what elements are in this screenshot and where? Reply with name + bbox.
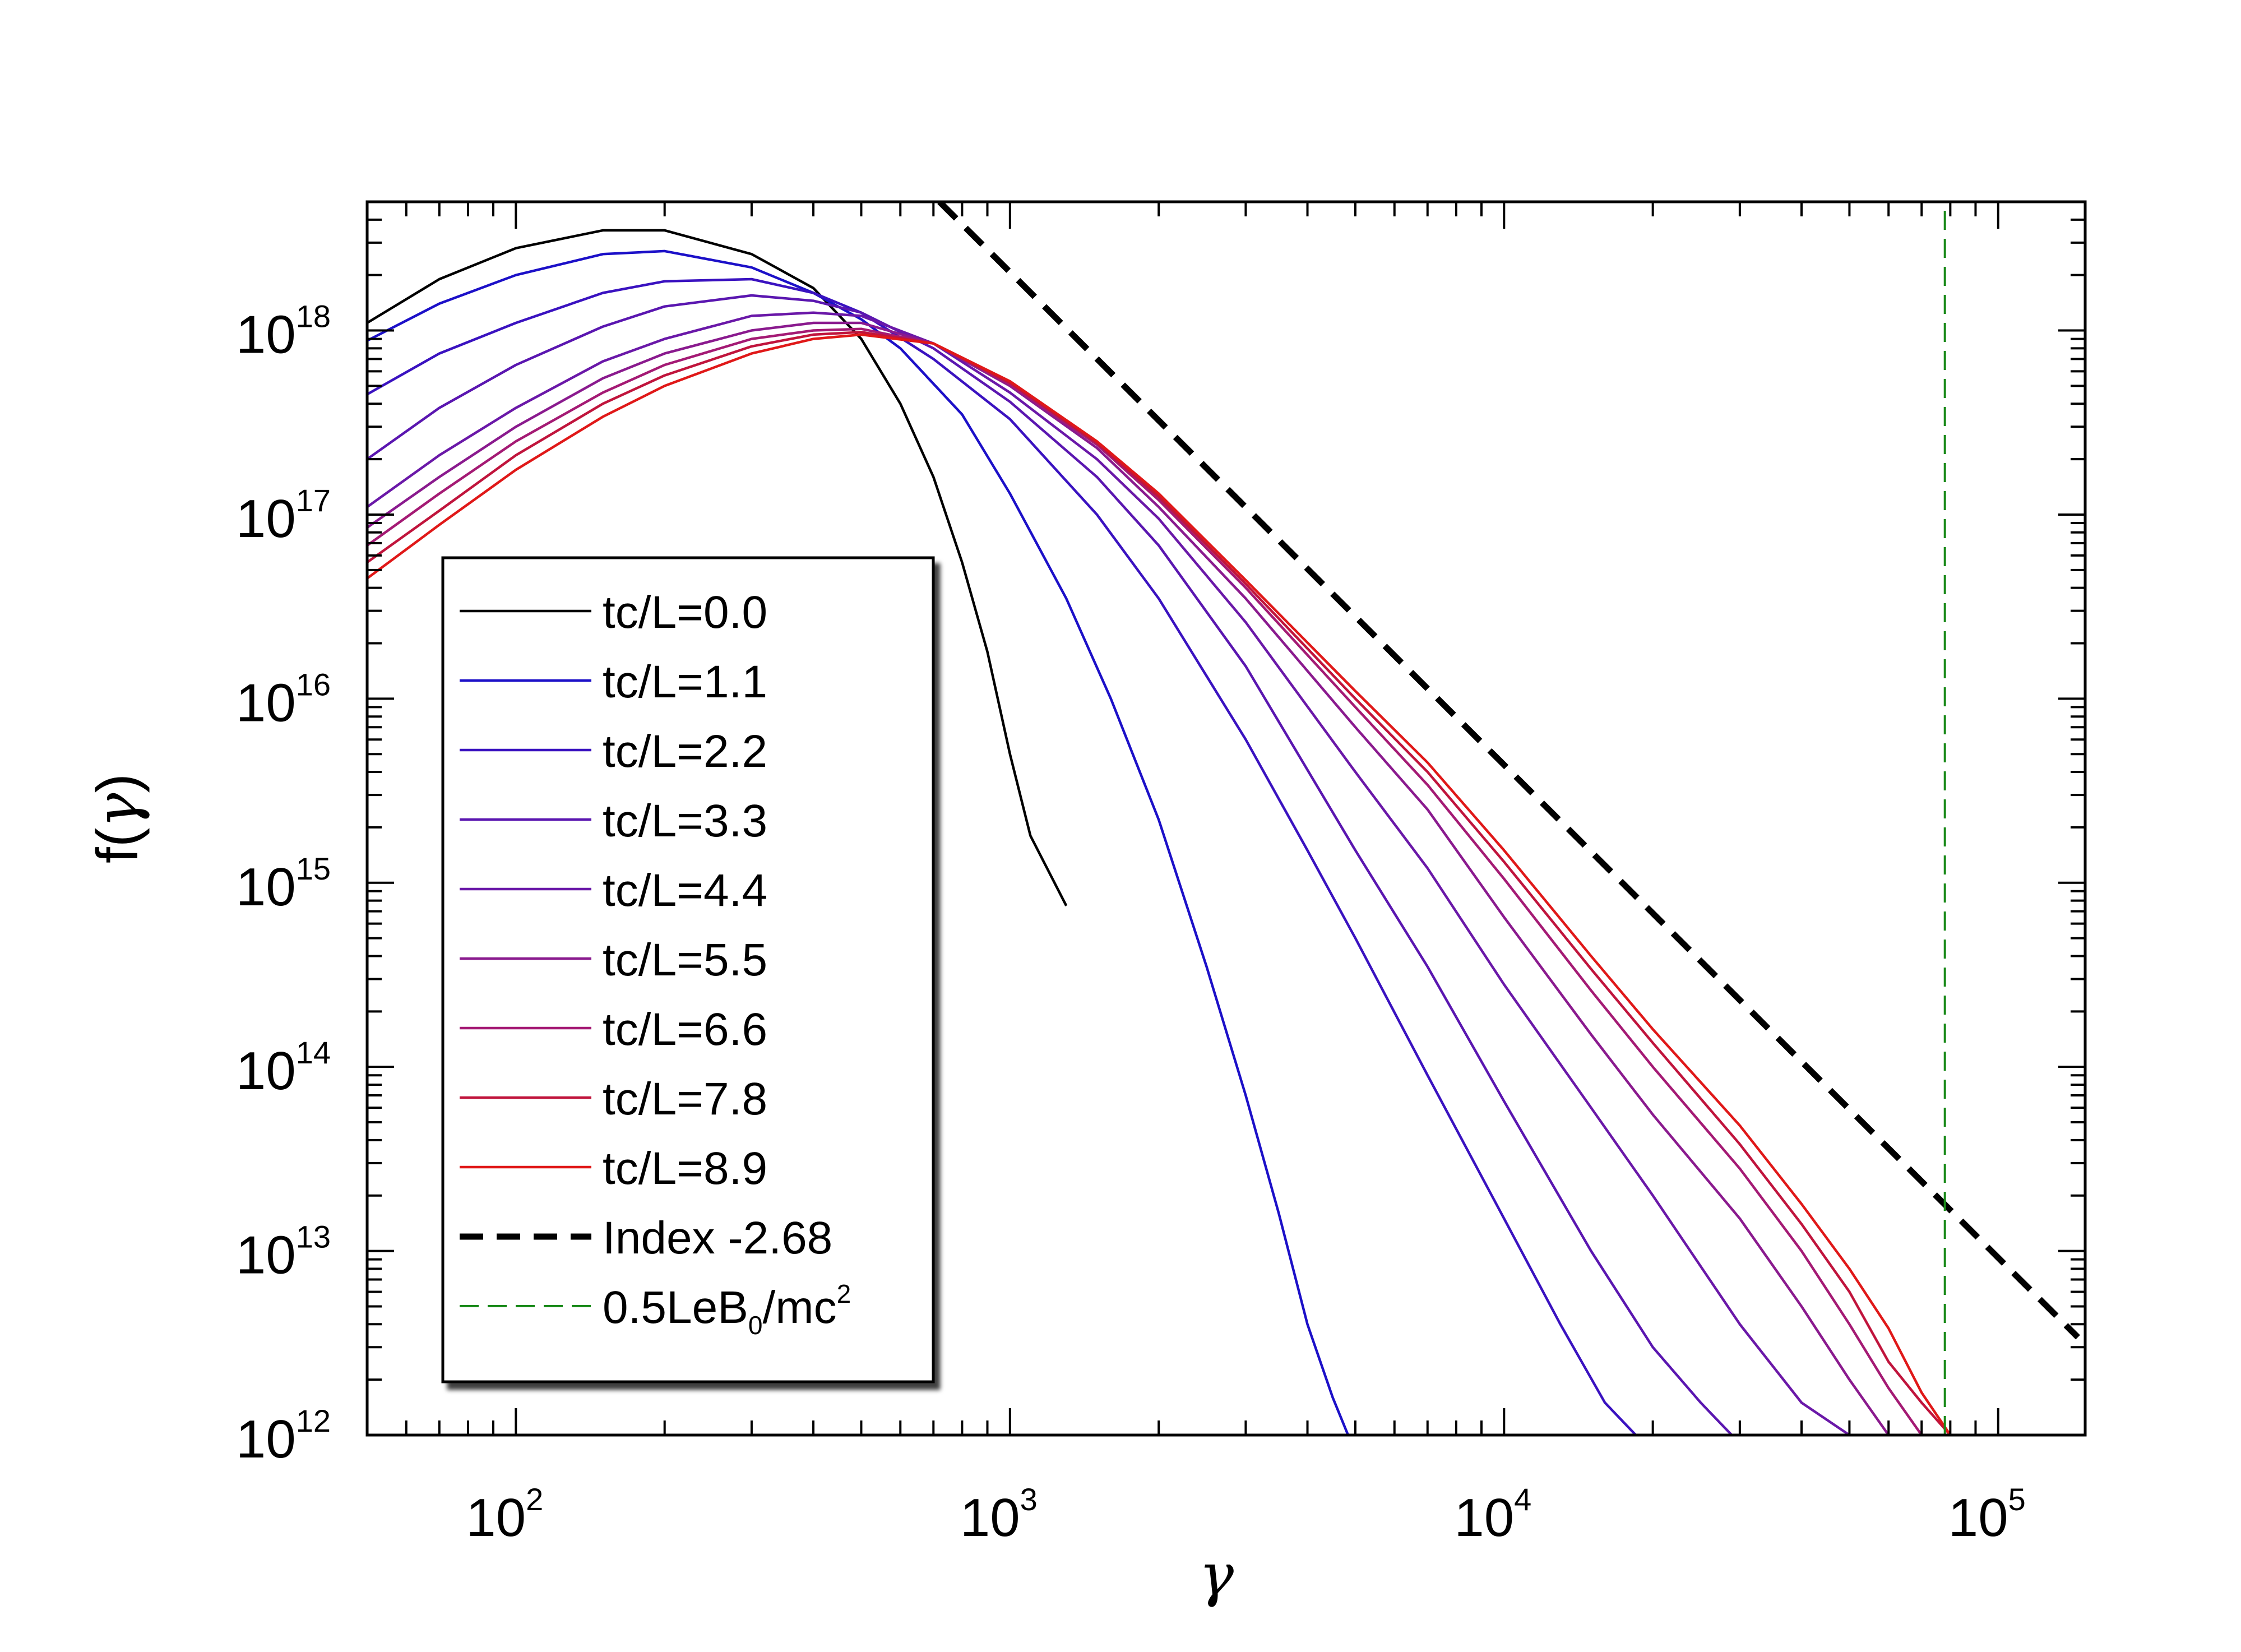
x-tick-label: 104 bbox=[1454, 1482, 1531, 1548]
series-layer bbox=[367, 202, 2080, 1435]
x-axis-label: γ bbox=[1199, 1540, 1234, 1609]
y-tick-label: 1016 bbox=[236, 667, 331, 733]
y-tick-label: 1012 bbox=[236, 1403, 331, 1469]
legend-entries: tc/L=0.0 tc/L=1.1 tc/L=2.2 tc/L=3.3 tc/L=4.4… bbox=[460, 587, 851, 1340]
plot-frame bbox=[365, 200, 2087, 1437]
y-axis-label: f(γ) bbox=[83, 774, 151, 863]
series-line-tc-l-2-2 bbox=[367, 277, 1638, 1435]
y-tick-label: 1015 bbox=[236, 851, 331, 917]
series-line-tc-l-1-1 bbox=[367, 249, 1350, 1435]
series-line-tc-l-0-0 bbox=[367, 229, 1068, 906]
series-line-tc-l-6-6 bbox=[367, 327, 1924, 1435]
legend-label-tc-l-1-1: tc/L=1.1 bbox=[603, 656, 767, 707]
series-line-tc-l-5-5 bbox=[367, 321, 1891, 1435]
x-tick-label: 105 bbox=[1948, 1482, 2026, 1548]
series-line-tc-l-3-3 bbox=[367, 294, 1734, 1435]
y-tick-label: 1013 bbox=[236, 1219, 331, 1285]
series-line-tc-l-4-4 bbox=[367, 311, 1851, 1435]
x-tick-labels: 102 103 104 105 bbox=[466, 1482, 2025, 1548]
legend-label-index-2-68: Index -2.68 bbox=[603, 1213, 832, 1264]
legend-label-tc-l-4-4: tc/L=4.4 bbox=[603, 865, 767, 916]
legend-label-tc-l-3-3: tc/L=3.3 bbox=[603, 795, 767, 846]
series-line-index-2-68 bbox=[937, 202, 2080, 1340]
x-tick-label: 102 bbox=[466, 1482, 543, 1548]
y-tick-label: 1018 bbox=[236, 299, 331, 365]
legend: tc/L=0.0 tc/L=1.1 tc/L=2.2 tc/L=3.3 tc/L=4.4… bbox=[441, 556, 935, 1383]
legend-box bbox=[441, 556, 935, 1383]
legend-label-tc-l-6-6: tc/L=6.6 bbox=[603, 1004, 767, 1055]
y-tick-label: 1014 bbox=[236, 1035, 331, 1101]
series-line-tc-l-8-9 bbox=[367, 333, 1952, 1435]
legend-label-tc-l-8-9: tc/L=8.9 bbox=[603, 1143, 767, 1194]
y-tick-labels: 1012 1013 1014 1015 1016 1017 1018 bbox=[236, 299, 331, 1469]
legend-label-tc-l-0-0: tc/L=0.0 bbox=[603, 587, 767, 638]
legend-label-tc-l-7-8: tc/L=7.8 bbox=[603, 1073, 767, 1125]
series-line-tc-l-7-8 bbox=[367, 331, 1952, 1435]
y-tick-label: 1017 bbox=[236, 483, 331, 549]
legend-label-0-5leb0-mc2: 0.5LeB0/mc2 bbox=[603, 1279, 851, 1340]
x-tick-label: 103 bbox=[960, 1482, 1038, 1548]
legend-label-tc-l-2-2: tc/L=2.2 bbox=[603, 726, 767, 777]
legend-label-tc-l-5-5: tc/L=5.5 bbox=[603, 934, 767, 985]
